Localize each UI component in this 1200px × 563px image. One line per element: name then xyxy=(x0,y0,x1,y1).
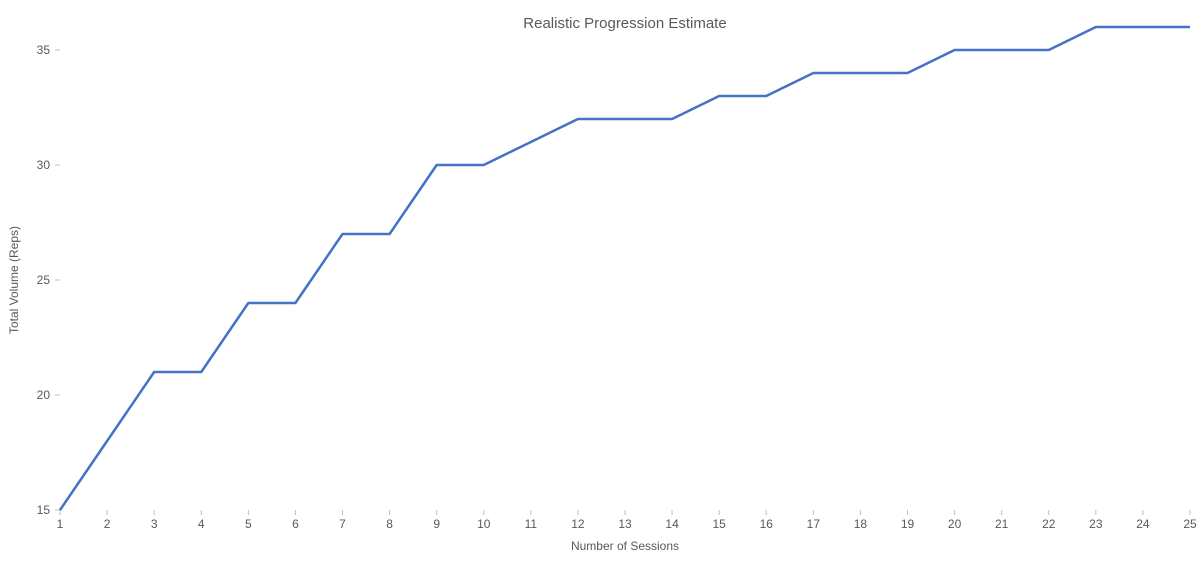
x-tick-label: 18 xyxy=(854,517,868,531)
chart-title: Realistic Progression Estimate xyxy=(523,15,726,32)
x-axis-title: Number of Sessions xyxy=(571,539,679,553)
y-tick-label: 15 xyxy=(37,503,51,517)
x-tick-label: 9 xyxy=(433,517,440,531)
x-tick-label: 6 xyxy=(292,517,299,531)
y-axis-title: Total Volume (Reps) xyxy=(7,226,21,334)
x-tick-label: 22 xyxy=(1042,517,1056,531)
x-tick-label: 19 xyxy=(901,517,915,531)
x-tick-label: 10 xyxy=(477,517,491,531)
chart-container: Realistic Progression Estimate1520253035… xyxy=(0,0,1200,563)
x-tick-label: 16 xyxy=(760,517,774,531)
x-tick-label: 12 xyxy=(571,517,585,531)
x-tick-label: 13 xyxy=(618,517,632,531)
x-tick-label: 1 xyxy=(57,517,64,531)
x-tick-label: 23 xyxy=(1089,517,1103,531)
x-tick-label: 17 xyxy=(807,517,821,531)
x-tick-label: 5 xyxy=(245,517,252,531)
x-tick-label: 4 xyxy=(198,517,205,531)
y-tick-label: 30 xyxy=(37,158,51,172)
x-tick-label: 25 xyxy=(1183,517,1197,531)
chart-svg: Realistic Progression Estimate1520253035… xyxy=(0,0,1200,563)
x-tick-label: 14 xyxy=(665,517,679,531)
x-tick-label: 24 xyxy=(1136,517,1150,531)
y-tick-label: 20 xyxy=(37,388,51,402)
x-tick-label: 11 xyxy=(525,517,538,531)
x-tick-label: 20 xyxy=(948,517,962,531)
x-tick-label: 21 xyxy=(995,517,1009,531)
y-tick-label: 25 xyxy=(37,273,51,287)
y-tick-label: 35 xyxy=(37,43,51,57)
x-tick-label: 2 xyxy=(104,517,111,531)
x-tick-label: 3 xyxy=(151,517,158,531)
x-tick-label: 15 xyxy=(712,517,726,531)
x-tick-label: 7 xyxy=(339,517,346,531)
x-tick-label: 8 xyxy=(386,517,393,531)
